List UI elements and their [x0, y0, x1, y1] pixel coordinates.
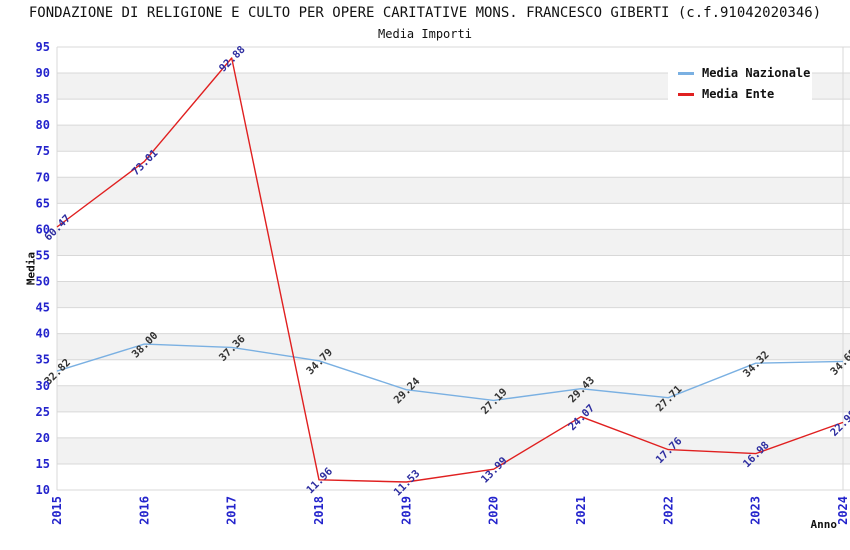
- x-tick-label: 2018: [312, 496, 326, 525]
- y-tick-label: 45: [36, 301, 50, 315]
- series-line-media-nazionale: [56, 343, 844, 402]
- series-line-media-ente: [56, 57, 844, 483]
- legend-line-icon: [678, 71, 694, 75]
- data-label: 73.01: [130, 147, 161, 178]
- x-tick-label: 2022: [661, 496, 675, 525]
- chart-title: FONDAZIONE DI RELIGIONE E CULTO PER OPER…: [28, 5, 822, 21]
- data-label: 92.88: [217, 44, 248, 75]
- y-tick-label: 40: [36, 327, 50, 341]
- plot-band: [57, 437, 850, 464]
- data-label: 11.96: [304, 465, 335, 496]
- y-tick-label: 35: [36, 353, 50, 367]
- legend-label: Media Ente: [702, 87, 775, 101]
- plot-band: [57, 281, 850, 308]
- data-label: 22.98: [828, 408, 850, 439]
- y-tick-label: 60: [36, 222, 50, 236]
- y-tick-label: 90: [36, 66, 50, 80]
- y-tick-label: 95: [36, 40, 50, 54]
- plot-band: [57, 229, 850, 256]
- y-tick-label: 55: [36, 248, 50, 262]
- plot-band: [57, 177, 850, 204]
- y-tick-label: 50: [36, 275, 50, 289]
- data-label: 11.53: [392, 468, 423, 499]
- plot-band: [57, 385, 850, 412]
- legend-item-media-nazionale: Media Nazionale: [678, 66, 812, 80]
- y-tick-label: 20: [36, 431, 50, 445]
- y-axis-title: Media: [24, 251, 38, 286]
- legend: Media Nazionale Media Ente: [668, 57, 812, 112]
- y-tick-label: 30: [36, 379, 50, 393]
- legend-label: Media Nazionale: [702, 66, 811, 80]
- x-tick-label: 2015: [50, 496, 64, 525]
- plot-band: [57, 333, 850, 360]
- y-tick-label: 80: [36, 118, 50, 132]
- x-tick-label: 2023: [749, 496, 763, 525]
- x-tick-label: 2017: [225, 496, 239, 525]
- y-tick-label: 75: [36, 144, 50, 158]
- y-tick-label: 15: [36, 457, 50, 471]
- y-tick-label: 25: [36, 405, 50, 419]
- y-tick-label: 65: [36, 196, 50, 210]
- x-tick-label: 2016: [137, 496, 151, 525]
- plot-band: [57, 125, 850, 152]
- x-tick-label: 2021: [574, 496, 588, 525]
- chart-subtitle: Media Importi: [378, 27, 472, 41]
- legend-line-icon: [678, 92, 694, 96]
- x-tick-label: 2024: [836, 496, 850, 525]
- legend-item-media-ente: Media Ente: [678, 87, 812, 101]
- x-axis-title: Anno: [810, 518, 838, 531]
- x-tick-label: 2020: [487, 496, 501, 525]
- y-tick-label: 10: [36, 483, 50, 497]
- y-tick-label: 70: [36, 170, 50, 184]
- y-tick-label: 85: [36, 92, 50, 106]
- x-tick-label: 2019: [399, 496, 413, 525]
